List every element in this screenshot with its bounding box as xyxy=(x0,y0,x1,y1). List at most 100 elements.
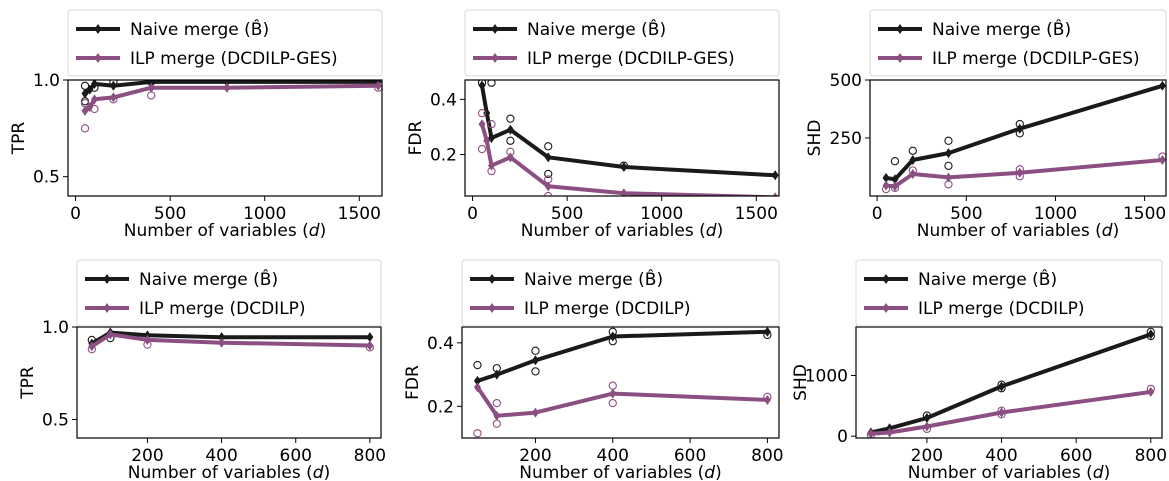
y-tick-label: 1.0 xyxy=(42,318,69,338)
legend: Naive merge (B̂) ILP merge (DCDILP) xyxy=(461,259,780,327)
data-point xyxy=(763,327,771,337)
sample-point xyxy=(997,384,1006,393)
legend-marker xyxy=(103,274,111,284)
legend-marker xyxy=(94,24,102,34)
sample-point xyxy=(608,337,617,346)
data-point xyxy=(493,369,501,380)
legend: Naive merge (B̂) ILP merge (DCDILP-GES) xyxy=(67,9,383,77)
data-point xyxy=(886,427,894,438)
y-tick-label: 0.4 xyxy=(430,90,457,110)
data-point xyxy=(478,119,486,130)
sample-point xyxy=(866,430,876,438)
legend-label: Naive merge (B̂) xyxy=(524,269,663,290)
y-tick-label: 500 xyxy=(830,71,862,91)
sample-point xyxy=(997,406,1006,415)
legend-label: ILP merge (DCDILP-GES) xyxy=(932,49,1140,69)
data-point xyxy=(81,88,89,99)
legend-label: ILP merge (DCDILP) xyxy=(524,299,691,319)
sample-point xyxy=(492,398,501,408)
legend: Naive merge (B̂) ILP merge (DCDILP) xyxy=(76,259,382,327)
x-tick-label: 1000 xyxy=(1034,204,1077,224)
sample-point xyxy=(608,327,617,336)
legend-marker xyxy=(488,274,496,284)
sample-point xyxy=(908,166,917,175)
sample-point xyxy=(492,419,501,428)
x-tick-label: 500 xyxy=(950,204,982,224)
plot-area xyxy=(477,80,779,196)
data-point xyxy=(109,92,117,103)
y-tick-label: 0.4 xyxy=(427,334,454,354)
sample-point xyxy=(506,136,515,145)
chart-5: 200 400 600 800 0.2 0.4 Number of variables (d… xyxy=(403,259,784,481)
chart-2: 0 500 1000 1500 0.2 0.4 Number of variables (d… xyxy=(406,9,780,241)
sample-point xyxy=(109,80,118,87)
chart-1: 0 500 1000 1500 0.5 1.0 Number of variables (d… xyxy=(9,9,383,241)
sample-point xyxy=(619,161,629,170)
x-tick-label: 800 xyxy=(751,446,783,466)
data-point xyxy=(531,355,539,366)
data-point xyxy=(374,80,382,91)
data-point xyxy=(923,412,931,423)
data-point xyxy=(218,332,226,343)
sample-point xyxy=(997,380,1006,389)
legend: Naive merge (B̂) ILP merge (DCDILP-GES) xyxy=(464,9,780,77)
axes-frame xyxy=(67,79,383,197)
legend-marker xyxy=(882,274,890,284)
sample-point xyxy=(80,124,90,133)
data-point xyxy=(944,148,952,159)
data-point xyxy=(493,410,501,421)
sample-point xyxy=(544,169,553,179)
sample-point xyxy=(1015,119,1024,129)
sample-point xyxy=(90,83,99,92)
data-point xyxy=(366,332,374,343)
sample-point xyxy=(544,175,553,184)
x-axis-label: Number of variables (d) xyxy=(908,463,1110,481)
sample-point xyxy=(1015,172,1024,181)
sample-point xyxy=(473,360,482,370)
x-axis-label: Number of variables (d) xyxy=(124,221,326,241)
legend-box xyxy=(76,259,382,327)
data-point xyxy=(891,181,899,192)
axes-frame xyxy=(464,79,780,197)
series-line-2 xyxy=(480,122,777,196)
sample-point xyxy=(890,183,900,193)
sample-point xyxy=(763,330,772,340)
y-axis-label: FDR xyxy=(406,120,426,155)
legend-box xyxy=(869,9,1167,77)
x-tick-label: 400 xyxy=(985,446,1017,466)
legend-box xyxy=(464,9,780,77)
data-point xyxy=(998,381,1006,392)
sample-point xyxy=(80,99,90,108)
x-tick-label: 200 xyxy=(131,446,163,466)
y-axis-label: SHD xyxy=(805,120,825,157)
plot-area xyxy=(866,327,1155,438)
sample-point xyxy=(608,398,617,408)
y-axis-label: FDR xyxy=(403,365,423,400)
legend-marker xyxy=(94,53,102,63)
axes-frame xyxy=(461,326,780,439)
x-tick-label: 400 xyxy=(597,446,629,466)
plot-area xyxy=(473,327,772,438)
series-line-2 xyxy=(475,385,770,418)
sample-point xyxy=(477,108,487,118)
sample-point xyxy=(531,367,540,376)
y-axis-label: TPR xyxy=(9,122,29,156)
x-tick-label: 800 xyxy=(354,446,386,466)
sample-point xyxy=(922,411,932,420)
data-point xyxy=(473,382,481,393)
data-point xyxy=(544,152,552,163)
data-point xyxy=(882,172,890,183)
data-point xyxy=(483,135,491,146)
chart-6: 200 400 600 800 0 1000 Number of variables (d)… xyxy=(791,259,1167,481)
data-point xyxy=(620,162,628,172)
sample-point xyxy=(997,410,1006,419)
sample-point xyxy=(908,146,917,155)
x-tick-label: 600 xyxy=(280,446,312,466)
data-point xyxy=(867,428,875,438)
legend-label: ILP merge (DCDILP-GES) xyxy=(527,49,735,69)
y-axis-label: SHD xyxy=(791,364,811,401)
legend-box xyxy=(461,259,780,327)
sample-point xyxy=(881,184,891,194)
